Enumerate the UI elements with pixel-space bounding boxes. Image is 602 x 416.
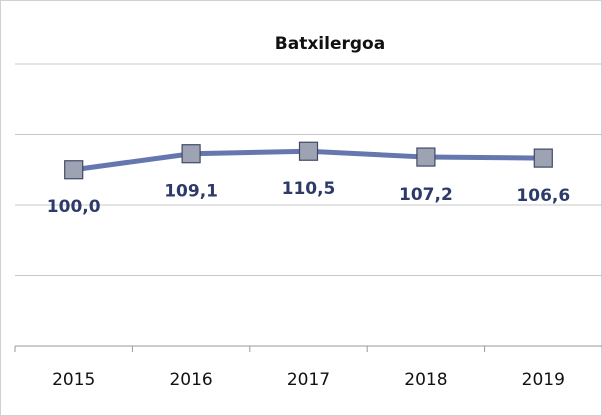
data-label: 100,0 <box>47 197 101 217</box>
marker <box>533 148 553 168</box>
data-label: 106,6 <box>516 186 570 206</box>
data-label: 109,1 <box>164 182 218 202</box>
x-tick-label: 2019 <box>522 370 565 390</box>
x-tick-label: 2018 <box>404 370 447 390</box>
x-tick-label: 2016 <box>169 370 212 390</box>
marker <box>181 144 201 164</box>
marker <box>416 147 436 167</box>
data-label: 110,5 <box>282 179 336 199</box>
x-tick-label: 2015 <box>52 370 95 390</box>
data-label: 107,2 <box>399 185 453 205</box>
chart-title: Batxilergoa <box>275 34 385 54</box>
marker <box>64 160 84 180</box>
x-tick-label: 2017 <box>287 370 330 390</box>
marker <box>298 141 319 161</box>
